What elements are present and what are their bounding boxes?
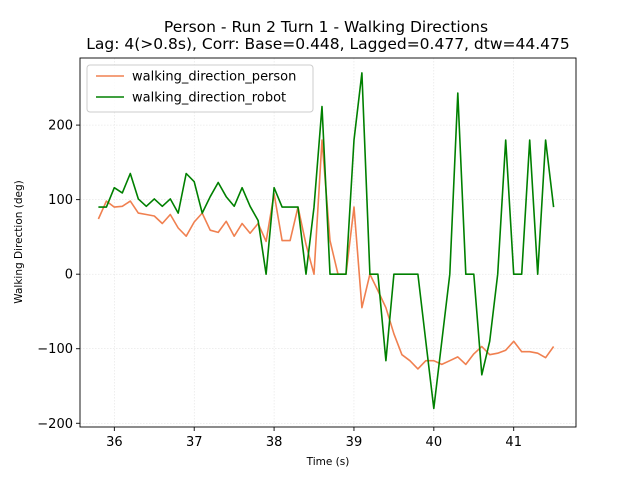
plot-area [97,72,555,410]
chart-title: Person - Run 2 Turn 1 - Walking Directio… [164,18,488,36]
y-tick-label: 0 [65,268,73,283]
legend-label-person: walking_direction_person [132,70,296,85]
x-tick-label: 38 [266,435,283,450]
y-tick-label: −200 [37,417,73,432]
y-tick-label: 100 [48,193,73,208]
y-tick-label: −100 [37,342,73,357]
grid [80,58,576,427]
x-tick-label: 41 [505,435,522,450]
x-tick-label: 37 [186,435,203,450]
chart-subtitle: Lag: 4(>0.8s), Corr: Base=0.448, Lagged=… [86,35,569,53]
legend-box [86,64,314,113]
y-axis-label: Walking Direction (deg) [13,180,25,303]
x-tick-label: 36 [106,435,123,450]
x-axis-label: Time (s) [306,456,350,468]
legend: walking_direction_person walking_directi… [86,64,314,113]
legend-label-robot: walking_direction_robot [132,91,286,106]
y-tick-label: 200 [48,119,73,134]
x-tick-label: 39 [346,435,363,450]
x-tick-label: 40 [426,435,443,450]
axes-frame [79,57,577,428]
series-line-robot [98,72,555,410]
ticks: 36 37 38 39 40 41 −200 −100 0 100 200 [37,119,522,450]
